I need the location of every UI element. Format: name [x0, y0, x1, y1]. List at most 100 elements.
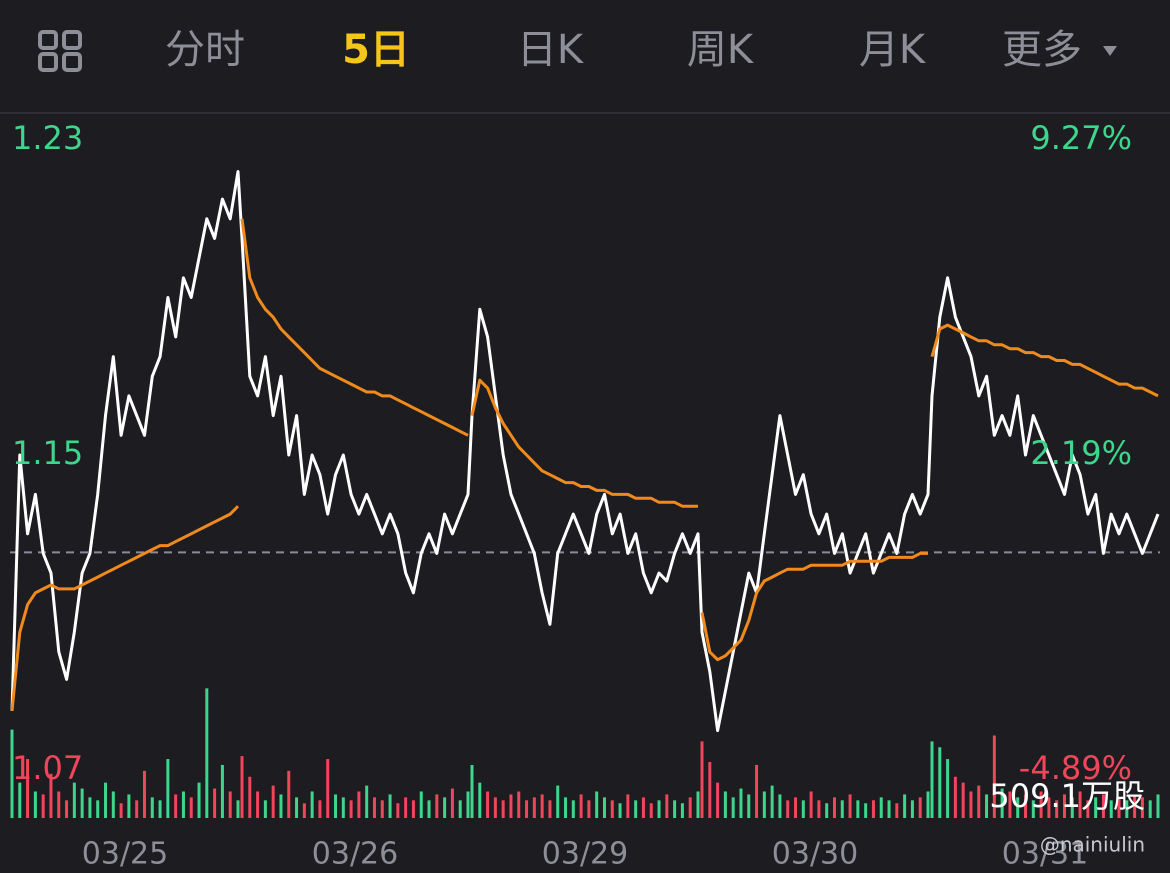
volume-bar	[579, 794, 583, 818]
volume-bar	[334, 794, 338, 818]
icon-square	[38, 30, 58, 50]
icon-square	[62, 52, 82, 72]
volume-bar	[158, 800, 162, 818]
volume-bar	[1016, 797, 1020, 818]
volume-bar	[341, 797, 345, 818]
volume-bar	[470, 764, 474, 818]
tab[interactable]: 分时	[165, 27, 245, 73]
volume-bar	[977, 785, 981, 818]
tab[interactable]: 月K	[859, 27, 927, 73]
volume-bar	[587, 800, 591, 818]
volume-label: 509.1万股	[989, 777, 1145, 815]
volume-bar	[318, 800, 322, 818]
volume-bar	[501, 800, 505, 818]
volume-bar	[564, 797, 568, 818]
x-tick-label: 03/30	[772, 837, 858, 872]
volume-bar	[895, 803, 899, 818]
volume-bar	[80, 788, 84, 818]
volume-bar	[248, 776, 252, 818]
average-line	[930, 323, 1159, 398]
volume-bar	[326, 759, 330, 818]
tab[interactable]: 周K	[687, 27, 755, 73]
volume-bar	[404, 797, 408, 818]
volume-bar	[961, 782, 965, 818]
volume-bar	[1000, 788, 1004, 818]
volume-bar	[801, 800, 805, 818]
volume-bar	[595, 791, 599, 818]
volume-bar	[610, 800, 614, 818]
average-line	[10, 505, 240, 712]
average-line	[470, 378, 698, 508]
volume-bar	[493, 797, 497, 818]
volume-bar	[840, 800, 844, 818]
volume-bar	[832, 797, 836, 818]
layout-icon[interactable]	[38, 30, 82, 72]
volume-bar	[57, 791, 61, 818]
dropdown-arrow	[1103, 46, 1117, 56]
volume-bar	[825, 803, 829, 818]
volume-bar	[778, 794, 782, 818]
y2-tick-label: 9.27%	[1030, 119, 1132, 157]
volume-bar	[887, 800, 891, 818]
volume-bar	[532, 797, 536, 818]
volume-bar	[279, 794, 283, 818]
volume-bar	[926, 791, 930, 818]
tab[interactable]: 更多	[1002, 27, 1082, 73]
volume-bar	[396, 803, 400, 818]
x-tick-label: 03/26	[312, 837, 398, 872]
volume-bar	[1024, 794, 1028, 818]
volume-bar	[985, 794, 989, 818]
volume-bar	[41, 794, 45, 818]
volume-bar	[1008, 791, 1012, 818]
volume-bar	[708, 762, 712, 818]
volume-bar	[1039, 791, 1043, 818]
volume-bar	[486, 791, 490, 818]
volume-bar	[450, 788, 454, 818]
volume-bar	[540, 794, 544, 818]
volume-bar	[478, 782, 482, 818]
volume-bar	[525, 800, 529, 818]
volume-bar	[388, 794, 392, 818]
volume-bar	[65, 800, 69, 818]
volume-bar	[696, 791, 700, 818]
volume-bar	[755, 764, 759, 818]
volume-bar	[700, 741, 704, 818]
volume-bar	[556, 785, 560, 818]
volume-bar	[263, 800, 267, 818]
volume-bar	[435, 794, 439, 818]
volume-bar	[1117, 797, 1121, 818]
volume-bar	[1148, 800, 1152, 818]
volume-bar	[104, 782, 108, 818]
volume-bar	[10, 729, 14, 818]
y2-tick-label: 2.19%	[1030, 434, 1132, 472]
volume-bar	[240, 756, 244, 818]
volume-bar	[458, 800, 462, 818]
volume-bar	[1133, 794, 1137, 818]
volume-bar	[879, 797, 883, 818]
volume-bar	[119, 803, 123, 818]
volume-bar	[1031, 800, 1035, 818]
volume-bar	[349, 800, 353, 818]
volume-bar	[228, 791, 232, 818]
volume-bar	[649, 803, 653, 818]
volume-bar	[220, 764, 224, 818]
volume-bar	[770, 785, 774, 818]
volume-bar	[809, 791, 813, 818]
volume-bar	[910, 800, 914, 818]
volume-bar	[786, 800, 790, 818]
watermark: @nainiulin	[1040, 833, 1145, 857]
tab[interactable]: 5日	[342, 27, 410, 73]
volume-bar	[731, 797, 735, 818]
tab[interactable]: 日K	[517, 27, 585, 73]
volume-bar	[716, 782, 720, 818]
volume-bar	[1140, 797, 1144, 818]
volume-bar	[295, 797, 299, 818]
x-tick-label: 03/31	[1002, 837, 1088, 872]
volume-bar	[509, 794, 513, 818]
volume-bar	[213, 788, 217, 818]
volume-bar	[49, 773, 53, 818]
volume-bar	[992, 735, 996, 818]
volume-bar	[1094, 797, 1098, 818]
